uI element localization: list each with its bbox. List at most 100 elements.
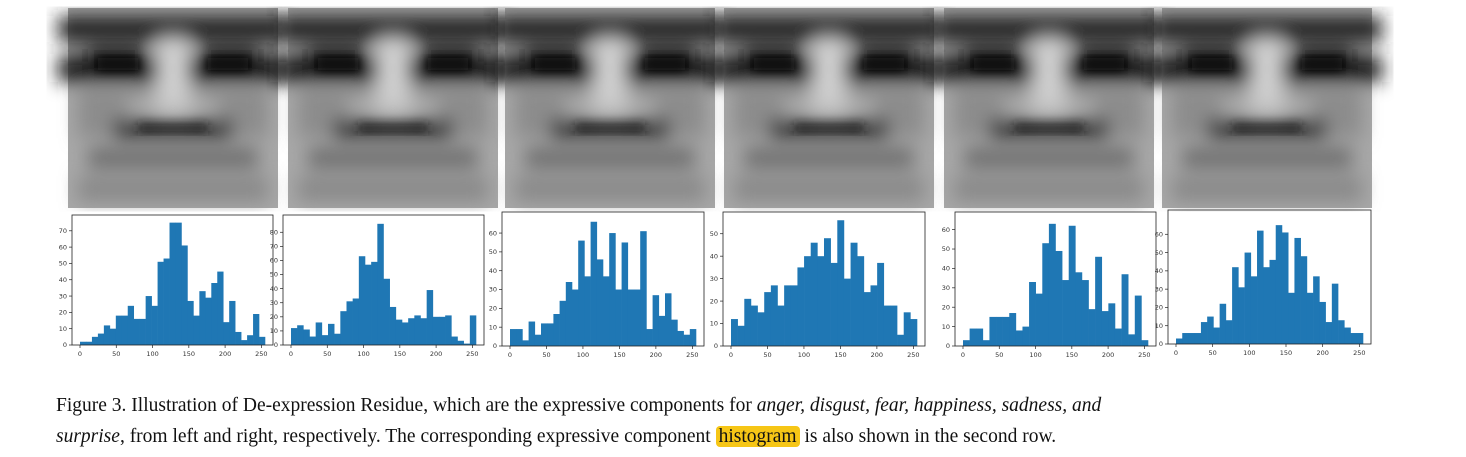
histogram-bar xyxy=(578,240,585,346)
histogram-bar xyxy=(824,238,831,346)
y-tick-label: 40 xyxy=(270,285,278,293)
histogram-bar xyxy=(547,323,554,346)
histogram-bar xyxy=(259,336,266,345)
histogram-bar xyxy=(1275,225,1283,344)
histogram-bar xyxy=(328,323,335,345)
histogram-bar xyxy=(1225,320,1233,344)
histogram-bar xyxy=(1022,326,1030,346)
histogram-bar xyxy=(253,314,260,345)
histogram-bar xyxy=(1288,292,1295,344)
y-tick-label: 60 xyxy=(1155,230,1163,238)
face-residue-disgust xyxy=(278,8,508,208)
y-tick-label: 70 xyxy=(270,243,278,251)
y-tick-label: 80 xyxy=(270,228,278,236)
face-image xyxy=(934,8,1164,208)
y-tick-label: 30 xyxy=(59,292,67,300)
x-tick-label: 250 xyxy=(907,351,919,359)
x-tick-label: 250 xyxy=(686,351,698,359)
histogram-disgust: 0 50 100 150 200 250 0 10 20 30 40 50 60 70 80 xyxy=(270,214,485,358)
histogram-bar xyxy=(1188,333,1195,344)
histogram-bar xyxy=(1257,230,1264,344)
histogram-bar xyxy=(133,318,140,345)
face-image xyxy=(714,8,944,208)
caption-text-2: , from left and right, respectively. The… xyxy=(119,426,716,447)
histogram-bar xyxy=(377,223,384,345)
face-residue-fear xyxy=(495,8,725,208)
histogram-bar xyxy=(151,305,158,345)
x-tick-label: 200 xyxy=(430,350,442,358)
y-tick-label: 50 xyxy=(1155,249,1163,257)
y-tick-label: 60 xyxy=(489,229,497,237)
histogram-bar xyxy=(199,291,206,345)
histogram-bar xyxy=(187,300,194,345)
x-tick-label: 0 xyxy=(508,351,512,359)
face-residue-sadness xyxy=(934,8,1164,208)
histogram-bar xyxy=(810,242,818,346)
y-tick-label: 50 xyxy=(710,230,718,238)
histogram-bar xyxy=(139,318,146,345)
x-tick-label: 200 xyxy=(219,350,231,358)
histogram-bar xyxy=(817,256,825,346)
histogram-bar xyxy=(883,305,891,346)
histogram-bar xyxy=(634,289,641,346)
histogram-bar xyxy=(658,315,666,346)
y-tick-label: 0 xyxy=(63,341,67,349)
histogram-bar xyxy=(223,322,230,345)
caption-line-2: surprise, from left and right, respectiv… xyxy=(56,421,1378,452)
histogram-bar xyxy=(402,322,409,345)
histogram-sadness: 0 50 100 150 200 250 0 10 20 30 40 50 60 xyxy=(942,211,1157,359)
histogram-bar xyxy=(358,256,366,345)
x-tick-label: 150 xyxy=(183,350,195,358)
x-tick-label: 150 xyxy=(1280,349,1292,357)
histogram-bar xyxy=(1331,283,1339,344)
histogram-bar xyxy=(1114,328,1122,346)
histogram-bar xyxy=(1141,340,1149,346)
histogram-bar xyxy=(534,334,542,346)
histogram-bar xyxy=(522,340,529,346)
histogram-bar xyxy=(1134,295,1142,346)
histogram-bar xyxy=(1088,309,1096,346)
histogram-bar xyxy=(1350,333,1358,344)
histogram-bar xyxy=(1207,316,1214,344)
histogram-bar xyxy=(1035,293,1043,346)
histogram-bar xyxy=(559,300,567,346)
x-tick-label: 0 xyxy=(729,351,733,359)
histogram-bar xyxy=(804,256,812,346)
histogram-bar xyxy=(541,323,548,346)
histogram-bar xyxy=(451,336,458,345)
histogram-bar xyxy=(1306,292,1314,344)
histogram-bar xyxy=(235,331,242,345)
histogram-bar xyxy=(426,290,434,345)
histogram-bar xyxy=(115,315,123,345)
x-tick-label: 50 xyxy=(112,350,120,358)
y-tick-label: 20 xyxy=(1155,304,1163,312)
y-tick-label: 50 xyxy=(489,248,497,256)
histogram-bar xyxy=(297,325,304,345)
histogram-fear: 0 50 100 150 200 250 0 10 20 30 40 50 60 xyxy=(489,211,705,359)
y-tick-label: 60 xyxy=(59,243,67,251)
histogram-bar xyxy=(584,276,591,346)
x-tick-label: 250 xyxy=(466,350,478,358)
histogram-bar xyxy=(1281,232,1289,344)
histogram-bar xyxy=(857,256,865,346)
histogram-bar xyxy=(877,262,885,346)
face-image xyxy=(1152,8,1382,208)
x-tick-label: 250 xyxy=(1353,349,1365,357)
x-tick-label: 100 xyxy=(146,350,158,358)
histogram-bar xyxy=(897,334,905,346)
y-tick-label: 30 xyxy=(942,284,950,292)
histogram-bar xyxy=(1244,252,1252,344)
x-tick-label: 0 xyxy=(78,350,82,358)
plot-frame xyxy=(282,214,485,346)
y-tick-label: 30 xyxy=(1155,285,1163,293)
histogram-bar xyxy=(395,319,403,345)
histogram-bar xyxy=(1101,311,1109,346)
y-tick-label: 0 xyxy=(1159,340,1163,348)
x-tick-label: 100 xyxy=(1243,349,1255,357)
histogram-bar xyxy=(850,242,858,346)
y-tick-label: 60 xyxy=(270,257,278,265)
x-tick-label: 200 xyxy=(871,351,883,359)
histogram-bar xyxy=(1108,303,1116,346)
histogram-bar xyxy=(291,328,298,345)
histogram-bar xyxy=(91,336,99,345)
